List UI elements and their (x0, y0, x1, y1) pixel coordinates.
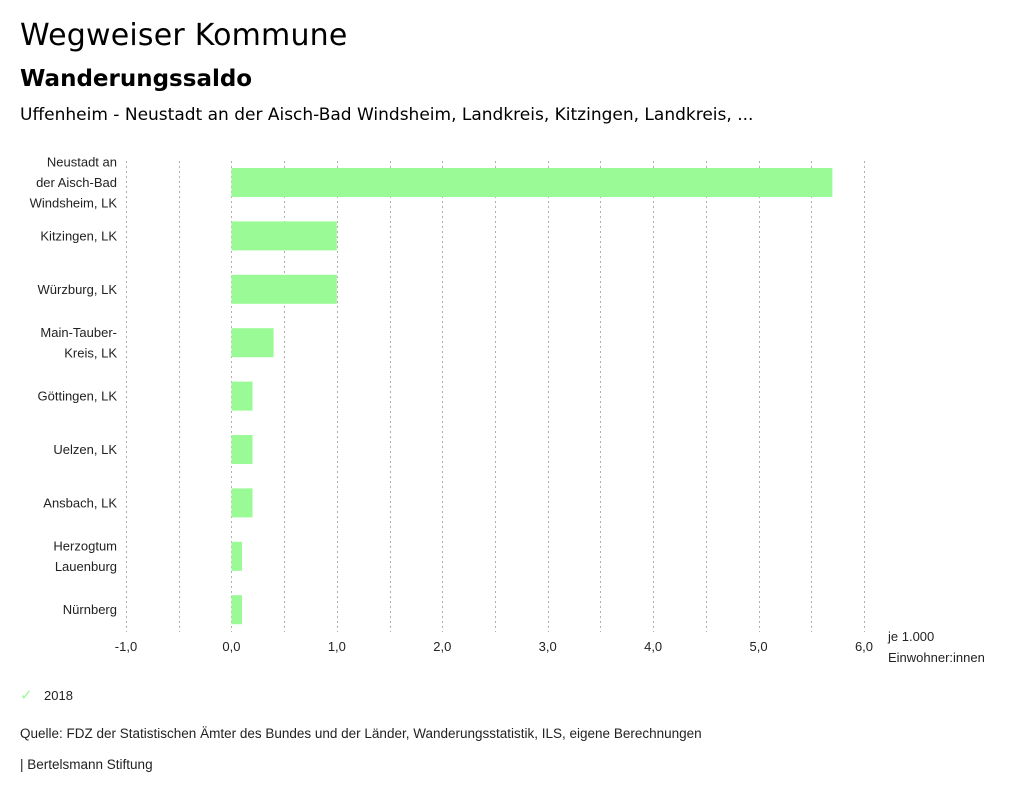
x-axis-unit-label: je 1.000 Einwohner:innen (887, 629, 985, 665)
check-icon[interactable]: ✓ (20, 687, 33, 704)
bar[interactable] (231, 435, 253, 464)
x-tick-label: 1,0 (328, 639, 346, 654)
bar[interactable] (231, 328, 274, 358)
region-selection: Uffenheim - Neustadt an der Aisch-Bad Wi… (20, 105, 754, 125)
category-labels: Neustadt an der Aisch-Bad Windsheim, LK Kit… (30, 155, 118, 618)
category-label: der Aisch-Bad (36, 175, 117, 190)
credit-note: | Bertelsmann Stiftung (20, 757, 153, 772)
x-tick-label: 4,0 (644, 639, 662, 654)
category-label: Kitzingen, LK (40, 228, 117, 243)
category-label: Lauenburg (55, 559, 117, 574)
x-tick-label: 3,0 (539, 639, 557, 654)
bar[interactable] (231, 488, 253, 518)
bar[interactable] (231, 274, 337, 304)
chart-subtitle: Wanderungssaldo (20, 66, 253, 92)
source-note: Quelle: FDZ der Statistischen Ämter des … (20, 726, 702, 741)
x-tick-label: 6,0 (855, 639, 873, 654)
page-title: Wegweiser Kommune (20, 18, 348, 53)
bar[interactable] (231, 221, 337, 251)
category-label: Göttingen, LK (38, 389, 118, 404)
bar[interactable] (231, 168, 833, 197)
category-label: Würzburg, LK (38, 282, 118, 297)
category-label: Kreis, LK (64, 345, 117, 360)
category-label: Main-Tauber- (40, 325, 117, 340)
x-tick-label: 5,0 (750, 639, 768, 654)
category-label: Uelzen, LK (53, 442, 117, 457)
bar[interactable] (231, 381, 253, 411)
bars (231, 168, 833, 625)
x-axis-unit-line: Einwohner:innen (888, 650, 985, 665)
x-tick-label: 2,0 (433, 639, 451, 654)
legend[interactable]: ✓ 2018 (20, 686, 73, 704)
category-label: Ansbach, LK (43, 495, 117, 510)
x-tick-label: 0,0 (222, 639, 240, 654)
x-tick-label: -1,0 (115, 639, 137, 654)
bar[interactable] (231, 541, 242, 571)
x-axis-unit-line: je 1.000 (887, 629, 934, 644)
bar[interactable] (231, 595, 242, 625)
category-label: Windsheim, LK (30, 196, 118, 211)
x-tick-labels: -1,0 0,0 1,0 2,0 3,0 4,0 5,0 6,0 (115, 639, 873, 654)
category-label: Neustadt an (47, 155, 117, 170)
category-label: Nürnberg (63, 602, 117, 617)
legend-label-2018: 2018 (44, 687, 73, 703)
category-label: Herzogtum (53, 539, 117, 554)
bar-chart: Neustadt an der Aisch-Bad Windsheim, LK Kit… (30, 155, 985, 666)
